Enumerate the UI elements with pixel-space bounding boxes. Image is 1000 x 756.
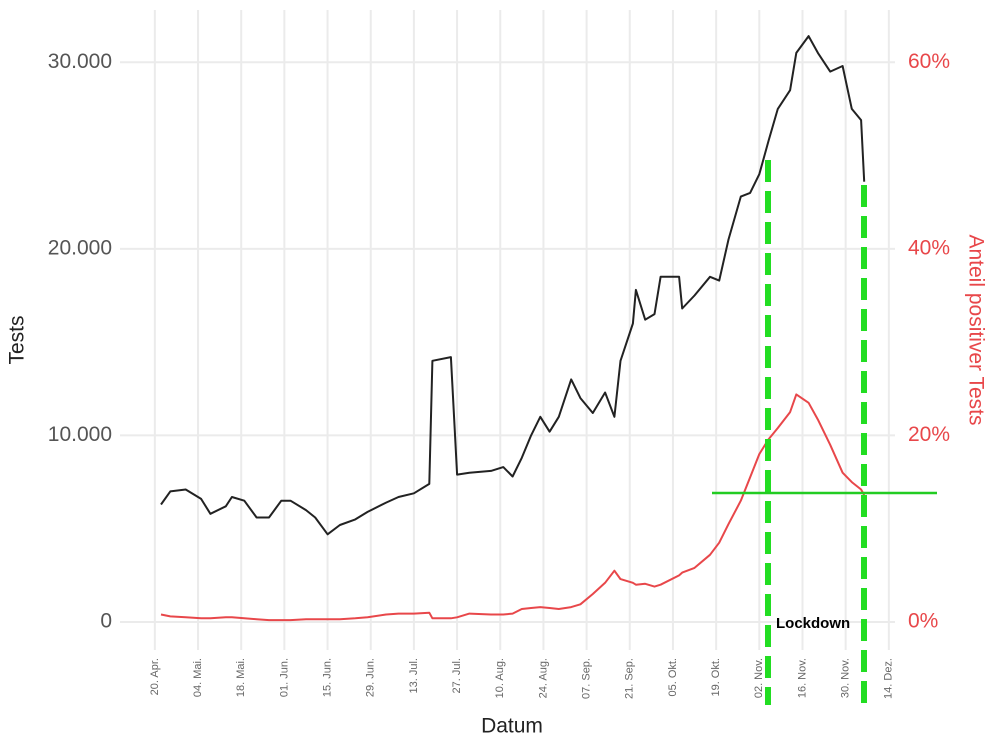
x-tick-label: 30. Nov.: [840, 658, 852, 698]
y2-tick-label: 20%: [908, 423, 950, 446]
x-tick-label: 29. Jun.: [365, 658, 377, 697]
y2-axis-title: Anteil positiver Tests: [964, 234, 987, 425]
x-tick-label: 02. Nov.: [753, 658, 765, 698]
x-tick-label: 15. Jun.: [321, 658, 333, 697]
y2-tick-label: 0%: [908, 610, 938, 633]
line: [160, 35, 866, 536]
y-tick-label: 10.000: [48, 423, 112, 446]
y2-tick-label: 40%: [908, 236, 950, 259]
x-tick-label: 04. Mai.: [192, 658, 204, 697]
x-tick-label: 18. Mai.: [235, 658, 247, 697]
x-tick-label: 07. Sep.: [581, 658, 593, 699]
y2-tick-label: 60%: [908, 50, 950, 73]
y-tick-label: 20.000: [48, 236, 112, 259]
annotation: Lockdown: [776, 615, 850, 632]
x-tick-label: 24. Aug.: [537, 658, 549, 698]
x-tick-label: 16. Nov.: [796, 658, 808, 698]
y-tick-label: 0: [100, 610, 112, 633]
grid: [120, 10, 895, 650]
x-axis-title: Datum: [481, 715, 543, 738]
y-axis-title: Tests: [6, 315, 29, 364]
x-tick-label: 21. Sep.: [624, 658, 636, 699]
x-tick-label: 27. Jul.: [451, 658, 463, 693]
x-tick-label: 05. Okt.: [667, 658, 679, 697]
y-tick-label: 30.000: [48, 50, 112, 73]
x-tick-label: 14. Dez.: [883, 658, 895, 699]
x-tick-label: 10. Aug.: [494, 658, 506, 698]
plot: [160, 35, 866, 622]
x-tick-label: 20. Apr.: [149, 658, 161, 695]
x-tick-label: 19. Okt.: [710, 658, 722, 697]
x-tick-label: 01. Jun.: [278, 658, 290, 697]
x-tick-label: 13. Jul.: [408, 658, 420, 693]
line: [160, 393, 866, 622]
